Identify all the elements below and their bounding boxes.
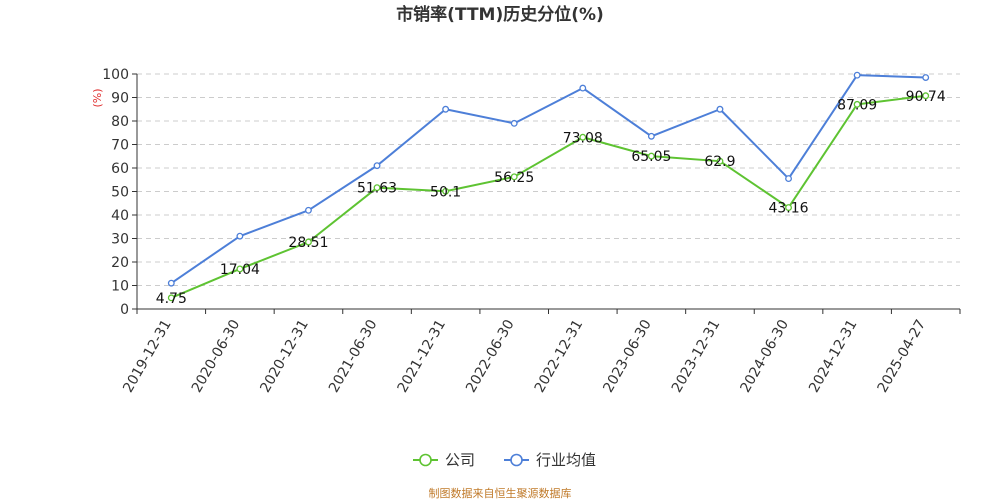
y-tick-label: 90 [111, 91, 129, 107]
data-label: 50.1 [430, 184, 461, 200]
chart-title: 市销率(TTM)历史分位(%) [396, 4, 604, 25]
y-tick-label: 20 [111, 255, 129, 271]
x-tick-label: 2022-12-31 [532, 317, 587, 395]
data-point [922, 74, 930, 81]
source-note: 制图数据来自恒生聚源数据库 [429, 486, 572, 500]
data-point [647, 132, 655, 140]
data-point [716, 105, 724, 113]
series-layer [167, 71, 930, 302]
y-tick-label: 40 [111, 208, 129, 224]
series-industry-average [167, 71, 930, 287]
data-point [510, 119, 518, 127]
x-tick-label: 2022-06-30 [463, 317, 518, 395]
data-point [167, 294, 175, 302]
data-point [785, 175, 792, 183]
data-point [442, 187, 450, 195]
y-tick-label: 60 [111, 161, 129, 177]
legend-marker [419, 453, 432, 467]
x-tick-label: 2020-12-31 [257, 317, 312, 395]
data-point [853, 100, 861, 108]
y-tick-label: 80 [111, 114, 129, 130]
y-tick-label: 50 [111, 185, 129, 201]
data-label: 87.09 [837, 97, 877, 113]
data-point [510, 173, 518, 181]
x-tick-label: 2024-12-31 [806, 317, 861, 395]
grid-lines [137, 73, 960, 286]
x-tick-label: 2025-04-27 [875, 317, 930, 395]
x-tick-label: 2019-12-31 [120, 317, 175, 395]
legend-label: 行业均值 [536, 451, 596, 469]
series-line [170, 94, 926, 299]
x-tick-label: 2021-12-31 [395, 317, 450, 395]
data-point [373, 162, 381, 170]
data-point [373, 184, 381, 192]
legend-label: 公司 [445, 451, 475, 469]
y-tick-label: 0 [120, 302, 129, 318]
series-company [167, 92, 930, 302]
data-point [785, 204, 792, 212]
data-label: 90.74 [906, 89, 946, 105]
data-point [305, 238, 312, 246]
data-point [236, 232, 244, 240]
data-label: 43.16 [768, 201, 808, 217]
data-point [853, 71, 861, 79]
data-point [442, 105, 450, 113]
x-tick-label: 2021-06-30 [326, 317, 381, 395]
data-point [716, 157, 724, 165]
data-labels: 4.75 17.04 28.51 51.63 50.1 56.25 73.08 65.05 62… [156, 89, 946, 307]
x-tick-label: 2023-06-30 [600, 317, 655, 395]
legend[interactable]: 公司 行业均值 [413, 451, 596, 469]
data-point [579, 133, 587, 141]
data-point [167, 279, 175, 287]
data-label: 51.63 [357, 181, 397, 197]
legend-marker [510, 453, 523, 467]
x-tick-label: 2020-06-30 [189, 317, 244, 395]
data-point [305, 206, 312, 214]
data-label: 73.08 [563, 130, 603, 146]
y-tick-label: 30 [111, 232, 129, 248]
data-label: 62.9 [704, 154, 735, 170]
data-label: 28.51 [288, 235, 328, 251]
legend-item-company[interactable]: 公司 [413, 451, 475, 469]
data-point [236, 265, 244, 273]
axes: 0 10 20 30 40 50 60 70 80 90 100 2019-12-31 2020-06-… [102, 67, 961, 395]
series-line [170, 74, 926, 284]
data-label: 17.04 [220, 262, 260, 278]
y-tick-label: 100 [102, 67, 129, 83]
y-tick-label: 70 [111, 138, 129, 154]
data-label: 56.25 [494, 170, 534, 186]
legend-item-industry-average[interactable]: 行业均值 [504, 451, 596, 469]
data-point [922, 92, 930, 100]
data-point [579, 84, 587, 92]
x-tick-label: 2024-06-30 [737, 317, 792, 395]
y-axis-label: (%) [91, 88, 104, 107]
x-tick-label: 2023-12-31 [669, 317, 724, 395]
y-tick-label: 10 [111, 279, 129, 295]
data-label: 4.75 [156, 291, 187, 307]
data-label: 65.05 [631, 149, 671, 165]
data-point [647, 152, 655, 160]
